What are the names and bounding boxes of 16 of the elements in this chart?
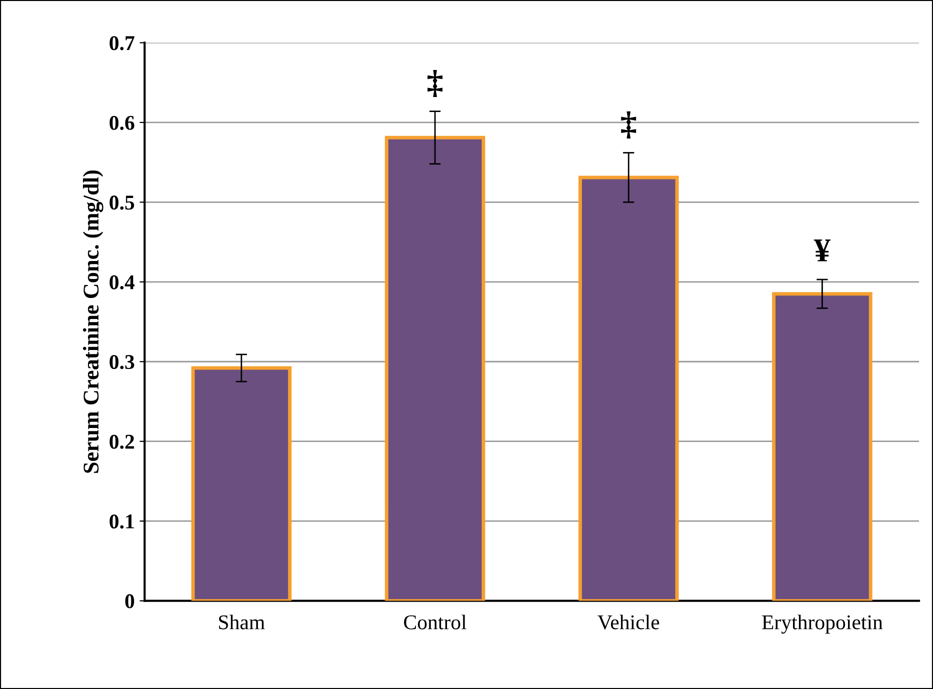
y-tick-label: 0.2	[110, 434, 134, 449]
y-tick-label: 0.4	[110, 275, 135, 290]
y-tick-label: 0.1	[110, 514, 134, 529]
x-tick-label: Erythropoietin	[762, 614, 883, 634]
annotation: ‡	[621, 111, 636, 138]
y-axis-title: Serum Creatinine Conc. (mg/dl)	[82, 170, 104, 473]
x-tick-label: Control	[404, 614, 466, 630]
y-tick-label: 0.3	[110, 355, 134, 370]
y-tick-label: 0	[125, 594, 134, 608]
y-tick-label: 0.5	[110, 196, 134, 210]
annotation: ‡	[428, 70, 442, 97]
annotation: ¥	[814, 239, 831, 262]
y-tick-label: 0.6	[110, 116, 134, 130]
x-tick-label: Sham	[219, 614, 265, 630]
x-tick-label: Vehicle	[598, 614, 660, 630]
y-tick-label: 0.7	[110, 36, 134, 50]
